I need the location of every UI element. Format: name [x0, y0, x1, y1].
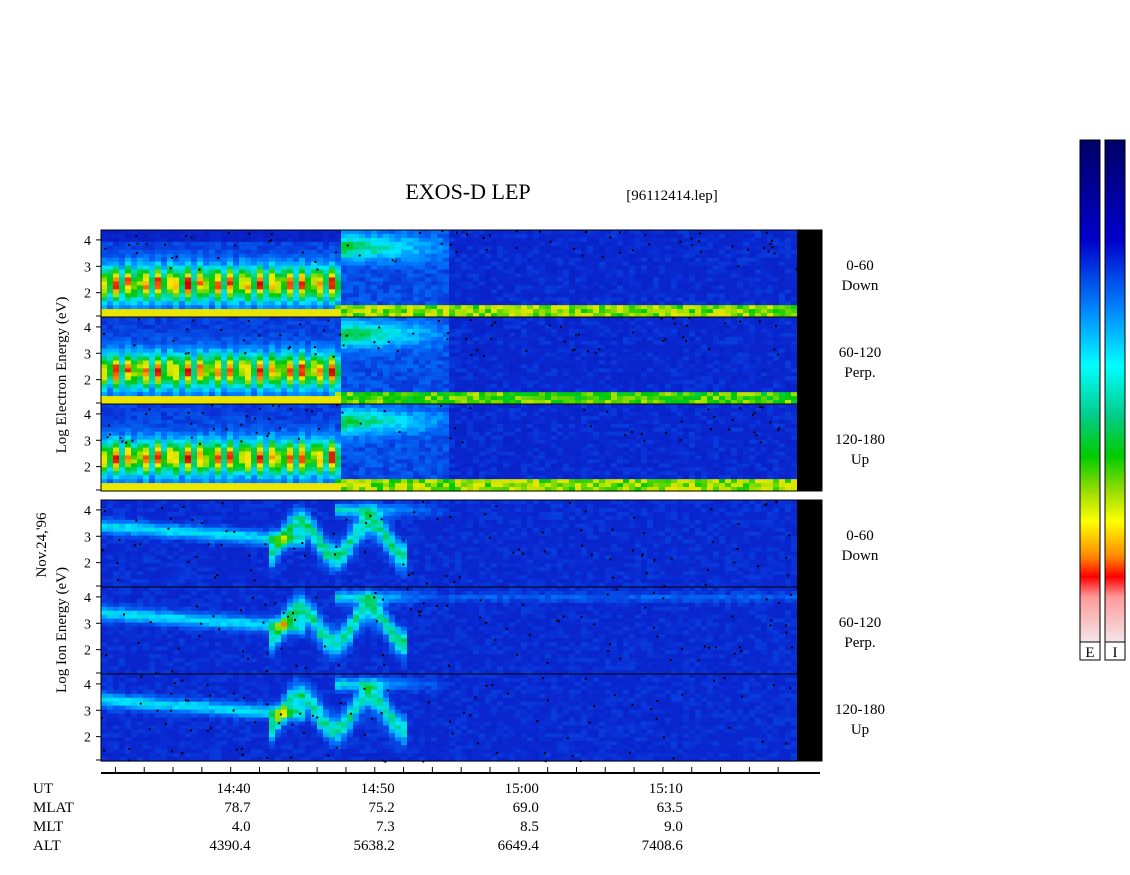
file-label: [96112414.lep]	[626, 188, 718, 204]
y-tick-label: 3	[84, 530, 91, 545]
y-tick-label: 3	[84, 617, 91, 632]
colorbars: E I	[1079, 139, 1126, 661]
panel-direction-label: Perp.	[844, 365, 875, 381]
ephemeris-value: 7.3	[376, 819, 395, 835]
axis-label-text: Log Electron Energy (eV)	[54, 297, 70, 454]
ephemeris-value: 6649.4	[498, 838, 540, 854]
ephemeris-value: 4.0	[232, 819, 251, 835]
y-tick-label: 4	[84, 678, 91, 693]
panel-pitch-angle-label: 60-120	[839, 345, 882, 361]
ephemeris-row-label: MLAT	[33, 800, 74, 816]
ephemeris-row-label: MLT	[33, 819, 63, 835]
spectrogram-panel-4: 4 3 2 0-60 Down	[84, 499, 879, 589]
ephemeris-row-label: ALT	[33, 838, 61, 854]
y-tick-label: 4	[84, 321, 91, 336]
spectrogram-panels: 4 3 2 0-60 Down 4 3 2 60-120 Perp. 4 3 2 120-180 Up 4 3 2…	[84, 229, 885, 763]
axis-label-text: Log Ion Energy (eV)	[54, 567, 70, 693]
electron-colorbar	[1079, 139, 1101, 643]
ephemeris-value: 14:50	[361, 781, 395, 797]
panel-pitch-angle-label: 120-180	[835, 702, 885, 718]
spectrogram-panel-2: 4 3 2 60-120 Perp.	[84, 316, 882, 405]
panel-pitch-angle-label: 0-60	[846, 258, 874, 274]
ephemeris-table: UT 14:40 14:50 15:00 15:10 MLAT 78.7 75.2 69.0 63…	[33, 781, 683, 854]
panel-pitch-angle-label: 0-60	[846, 528, 874, 544]
panel-direction-label: Down	[842, 278, 879, 294]
date-label: Nov.24,'96	[34, 512, 50, 578]
y-tick-label: 4	[84, 504, 91, 519]
figure-title: EXOS-D LEP	[405, 179, 530, 204]
ephemeris-value: 5638.2	[354, 838, 395, 854]
spectrogram-panel-5: 4 3 2 60-120 Perp.	[84, 586, 882, 676]
y-tick-label: 3	[84, 434, 91, 449]
y-tick-label: 2	[84, 644, 91, 659]
y-tick-label: 3	[84, 704, 91, 719]
y-tick-label: 2	[84, 731, 91, 746]
ephemeris-row-label: UT	[33, 781, 53, 797]
panel-direction-label: Down	[842, 548, 879, 564]
y-tick-label: 3	[84, 260, 91, 275]
ephemeris-value: 4390.4	[209, 838, 251, 854]
spectrogram-panel-6: 4 3 2 120-180 Up	[84, 673, 885, 763]
panel-direction-label: Perp.	[844, 635, 875, 651]
ephemeris-value: 9.0	[664, 819, 683, 835]
panel-direction-label: Up	[851, 722, 869, 738]
ephemeris-value: 63.5	[657, 800, 683, 816]
ephemeris-value: 7408.6	[642, 838, 684, 854]
y-tick-label: 3	[84, 347, 91, 362]
y-tick-label: 4	[84, 234, 91, 249]
ephemeris-value: 78.7	[224, 800, 251, 816]
y-tick-label: 2	[84, 557, 91, 572]
panel-pitch-angle-label: 60-120	[839, 615, 882, 631]
ion-energy-axis-label: Log Ion Energy (eV)	[54, 567, 70, 693]
panel-direction-label: Up	[851, 452, 869, 468]
ephemeris-value: 69.0	[513, 800, 539, 816]
panel-pitch-angle-label: 120-180	[835, 432, 885, 448]
ephemeris-value: 15:00	[505, 781, 539, 797]
spectrogram-panel-3: 4 3 2 120-180 Up	[84, 403, 885, 492]
y-tick-label: 2	[84, 287, 91, 302]
electron-colorbar-label: E	[1085, 645, 1094, 661]
ephemeris-value: 8.5	[520, 819, 539, 835]
ion-colorbar-label: I	[1113, 645, 1118, 661]
ephemeris-value: 15:10	[649, 781, 683, 797]
electron-energy-axis-label: Log Electron Energy (eV)	[54, 297, 70, 454]
y-tick-label: 4	[84, 408, 91, 423]
ut-time-axis	[101, 767, 820, 774]
spectrogram-panel-1: 4 3 2 0-60 Down	[84, 229, 879, 318]
ion-colorbar	[1104, 139, 1126, 643]
y-tick-label: 2	[84, 374, 91, 389]
y-tick-label: 4	[84, 591, 91, 606]
ephemeris-value: 14:40	[217, 781, 251, 797]
y-tick-label: 2	[84, 461, 91, 476]
ephemeris-value: 75.2	[369, 800, 395, 816]
